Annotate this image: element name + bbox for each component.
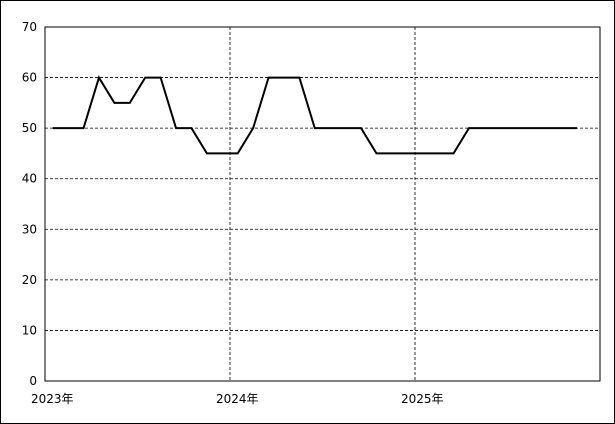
y-tick-label: 70 xyxy=(22,20,37,34)
y-tick-label: 10 xyxy=(22,323,37,337)
y-tick-label: 60 xyxy=(22,71,37,85)
y-tick-label: 20 xyxy=(22,273,37,287)
line xyxy=(52,75,577,155)
y-tick-label: 50 xyxy=(22,121,37,135)
x-tick-label: 2024年 xyxy=(216,392,259,406)
x-tick-label: 2025年 xyxy=(401,392,444,406)
plot-area xyxy=(44,26,601,382)
x-tick-label: 2023年 xyxy=(31,392,74,406)
y-tick-label: 40 xyxy=(22,172,37,186)
y-tick-label: 0 xyxy=(29,374,37,388)
y-tick-label: 30 xyxy=(22,222,37,236)
